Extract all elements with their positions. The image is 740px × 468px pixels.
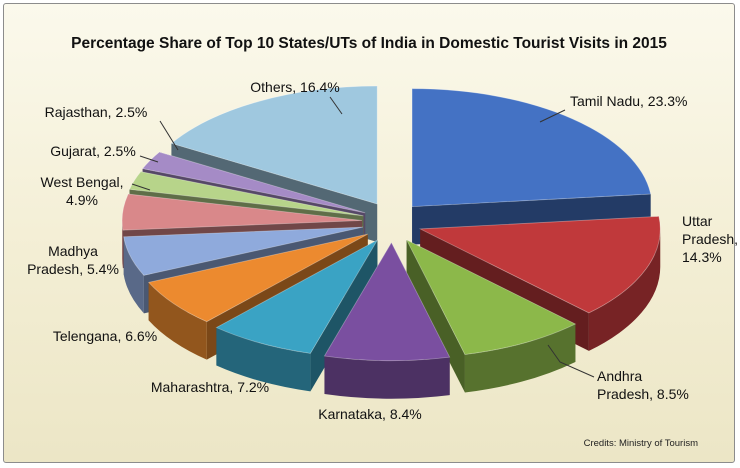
pie-label-8: Gujarat, 2.5% — [50, 143, 136, 159]
pie-label-5: Telengana, 6.6% — [53, 328, 157, 344]
pie-slice-3 — [323, 241, 451, 399]
pie-label-6: Madhya Pradesh, 5.4% — [27, 243, 119, 277]
pie-label-7: West Bengal, 4.9% — [40, 174, 123, 208]
leader-line-2 — [547, 344, 595, 378]
pie-label-3: Karnataka, 8.4% — [318, 406, 422, 422]
leader-line-9 — [159, 120, 179, 151]
pie-label-2: Andhra Pradesh, 8.5% — [597, 368, 689, 402]
credits-text: Credits: Ministry of Tourism — [583, 438, 698, 449]
leader-line-0 — [539, 109, 566, 123]
chart-title: Percentage Share of Top 10 States/UTs of… — [71, 35, 667, 52]
pie-label-0: Tamil Nadu, 23.3% — [570, 93, 688, 109]
pie-label-4: Maharashtra, 7.2% — [151, 379, 269, 395]
pie-slice-2 — [405, 239, 577, 393]
leader-line-7 — [131, 183, 151, 191]
pie-label-10: Others, 16.4% — [250, 79, 340, 95]
leader-line-10 — [329, 96, 343, 115]
leader-line-8 — [139, 155, 159, 163]
pie-label-9: Rajasthan, 2.5% — [45, 104, 148, 120]
pie-label-1: Uttar Pradesh, 14.3% — [682, 213, 738, 265]
